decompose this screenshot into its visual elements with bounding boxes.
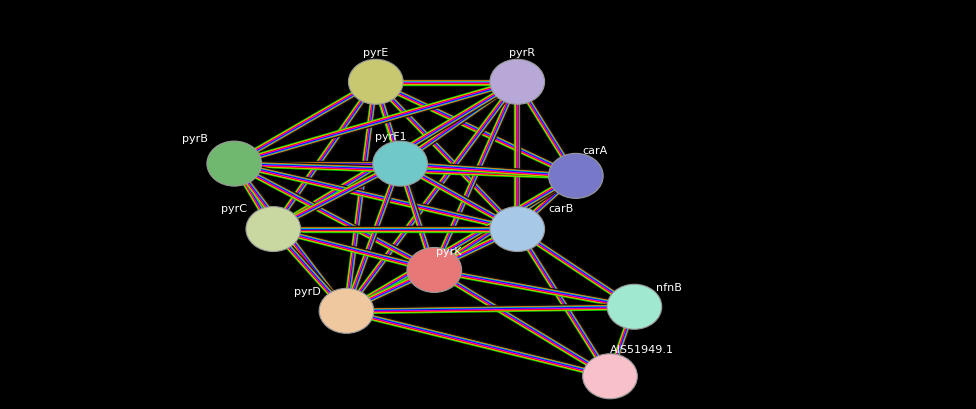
- Text: pyrB: pyrB: [183, 134, 208, 144]
- Text: pyrF1: pyrF1: [375, 132, 406, 142]
- Text: carA: carA: [583, 146, 608, 156]
- Text: carB: carB: [549, 204, 574, 213]
- Text: pyrK: pyrK: [436, 247, 462, 256]
- Ellipse shape: [373, 141, 427, 186]
- Ellipse shape: [207, 141, 262, 186]
- Ellipse shape: [319, 288, 374, 333]
- Ellipse shape: [490, 59, 545, 104]
- Ellipse shape: [490, 207, 545, 252]
- Text: pyrE: pyrE: [363, 48, 388, 58]
- Ellipse shape: [246, 207, 301, 252]
- Ellipse shape: [607, 284, 662, 329]
- Ellipse shape: [583, 354, 637, 399]
- Text: nfnB: nfnB: [656, 283, 681, 293]
- Ellipse shape: [549, 153, 603, 198]
- Ellipse shape: [407, 247, 462, 292]
- Text: pyrR: pyrR: [509, 48, 535, 58]
- Text: AIS51949.1: AIS51949.1: [610, 345, 674, 355]
- Ellipse shape: [348, 59, 403, 104]
- Text: pyrC: pyrC: [222, 204, 247, 213]
- Text: pyrD: pyrD: [294, 288, 321, 297]
